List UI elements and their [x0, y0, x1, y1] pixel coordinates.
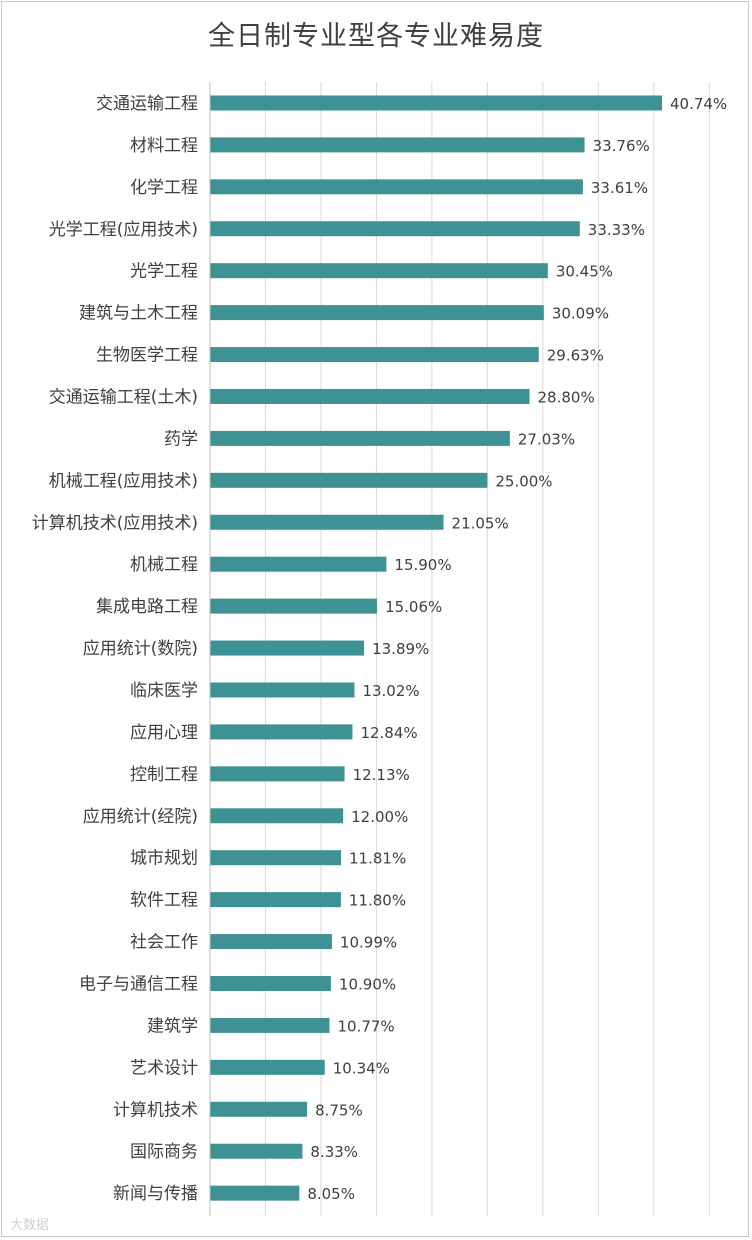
value-label: 15.06%: [385, 598, 442, 616]
bar: [210, 1185, 300, 1201]
bar: [210, 305, 544, 321]
category-label: 社会工作: [130, 933, 198, 953]
bar: [210, 598, 378, 614]
value-label: 33.76%: [593, 137, 650, 155]
category-label: 生物医学工程: [96, 346, 198, 366]
category-label: 计算机技术(应用技术): [32, 513, 198, 533]
bar: [210, 263, 548, 279]
category-label: 新闻与传播: [113, 1184, 198, 1204]
bar: [210, 766, 345, 782]
bar: [210, 975, 331, 991]
value-label: 12.00%: [351, 808, 408, 826]
category-label: 国际商务: [130, 1142, 198, 1162]
category-label: 建筑与土木工程: [79, 304, 198, 324]
value-label: 29.63%: [547, 347, 604, 365]
category-label: 应用统计(数院): [83, 639, 198, 659]
category-label: 应用统计(经院): [83, 807, 198, 827]
bar: [210, 1101, 308, 1117]
bar: [210, 179, 583, 195]
bar: [210, 95, 662, 111]
bar: [210, 347, 539, 363]
value-label: 8.33%: [310, 1143, 358, 1161]
category-label: 材料工程: [130, 136, 198, 156]
value-label: 28.80%: [538, 388, 595, 406]
category-label: 计算机技术: [113, 1100, 198, 1120]
bar: [210, 472, 488, 488]
category-label: 机械工程(应用技术): [49, 471, 198, 491]
value-label: 27.03%: [518, 430, 575, 448]
value-label: 21.05%: [452, 514, 509, 532]
bar: [210, 682, 355, 698]
category-label: 控制工程: [130, 765, 198, 785]
value-label: 10.34%: [333, 1059, 390, 1077]
category-label: 集成电路工程: [96, 597, 198, 617]
value-label: 10.99%: [340, 934, 397, 952]
category-label: 光学工程: [130, 262, 198, 282]
category-label: 化学工程: [130, 178, 198, 198]
category-label: 建筑学: [147, 1016, 198, 1036]
bar: [210, 556, 387, 572]
bar: [210, 221, 580, 237]
bar: [210, 934, 332, 950]
value-label: 11.81%: [349, 850, 406, 868]
value-label: 12.84%: [360, 724, 417, 742]
category-label: 艺术设计: [130, 1058, 198, 1078]
bar: [210, 808, 344, 824]
chart-title: 全日制专业型各专业难易度: [208, 21, 544, 52]
value-label: 13.02%: [362, 682, 419, 700]
value-label: 40.74%: [670, 95, 727, 113]
value-label: 33.61%: [591, 179, 648, 197]
value-label: 8.05%: [307, 1185, 355, 1203]
bar: [210, 1143, 303, 1159]
category-label: 光学工程(应用技术): [49, 220, 198, 240]
value-label: 30.09%: [552, 305, 609, 323]
value-label: 13.89%: [372, 640, 429, 658]
bar: [210, 1017, 330, 1033]
bar: [210, 430, 510, 446]
value-label: 15.90%: [394, 556, 451, 574]
category-label: 软件工程: [130, 891, 198, 911]
value-label: 30.45%: [556, 263, 613, 281]
bar: [210, 892, 341, 908]
bar: [210, 724, 353, 740]
value-label: 10.90%: [339, 975, 396, 993]
bar: [210, 640, 365, 656]
value-label: 33.33%: [588, 221, 645, 239]
category-label: 交通运输工程: [96, 94, 198, 114]
value-label: 8.75%: [315, 1101, 363, 1119]
category-label: 交通运输工程(土木): [49, 387, 198, 407]
bar: [210, 514, 444, 530]
bar: [210, 137, 585, 153]
category-label: 临床医学: [130, 681, 198, 701]
value-label: 25.00%: [495, 472, 552, 490]
bar: [210, 388, 530, 404]
bar: [210, 850, 342, 866]
bar: [210, 1059, 325, 1075]
value-label: 12.13%: [353, 766, 410, 784]
value-label: 10.77%: [337, 1017, 394, 1035]
category-label: 应用心理: [130, 723, 198, 743]
value-label: 11.80%: [349, 892, 406, 910]
category-label: 电子与通信工程: [79, 974, 198, 994]
category-label: 药学: [164, 429, 198, 449]
category-label: 机械工程: [130, 555, 198, 575]
watermark: 大数据: [10, 1218, 50, 1233]
category-label: 城市规划: [130, 849, 198, 869]
